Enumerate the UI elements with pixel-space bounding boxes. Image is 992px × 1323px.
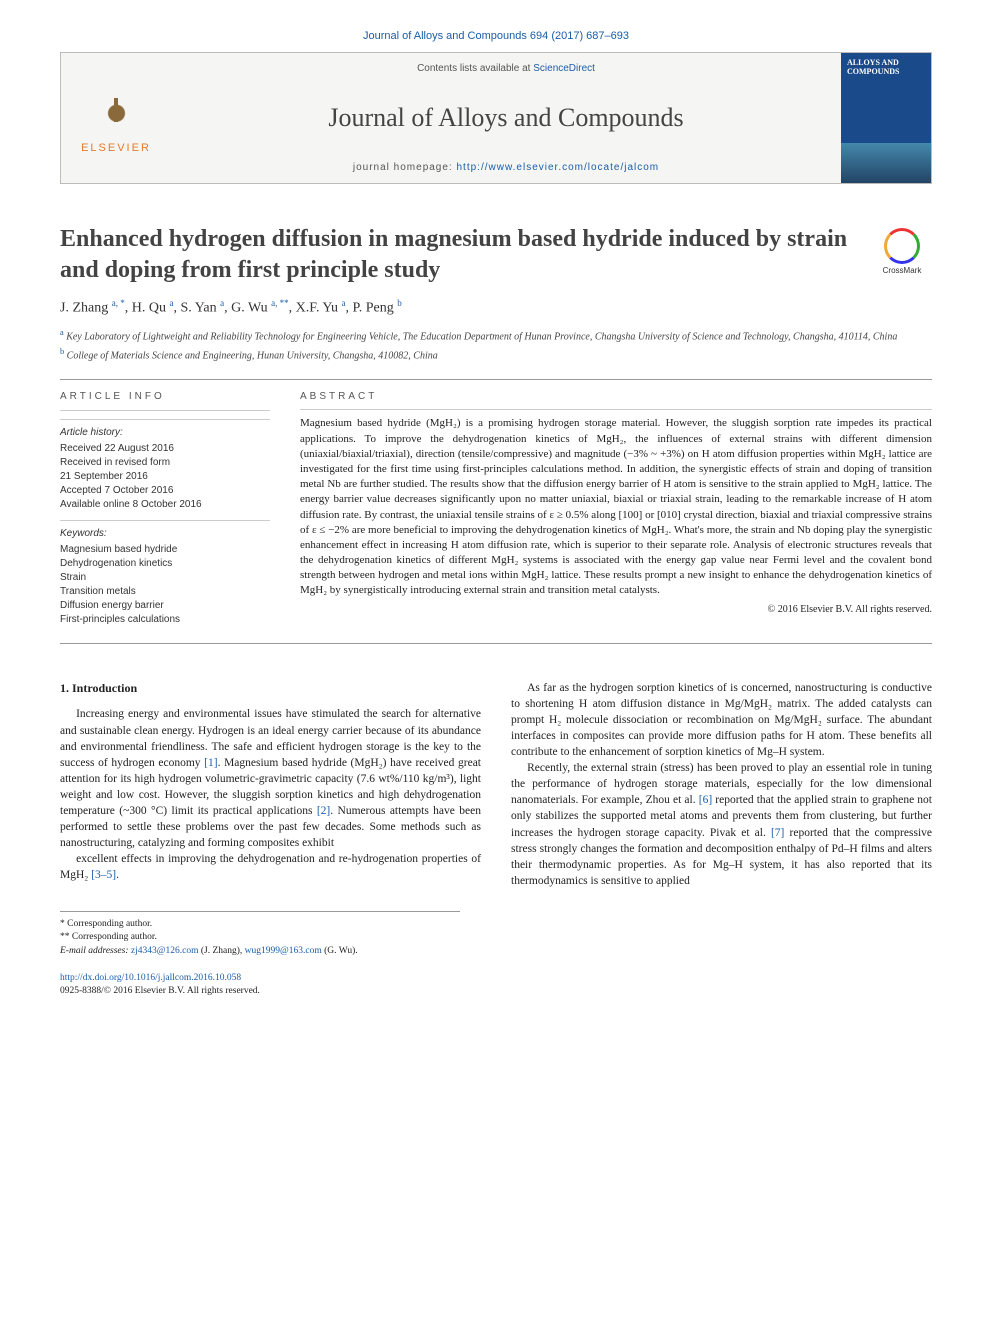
keyword-item: First-principles calculations bbox=[60, 613, 270, 627]
email-link-2[interactable]: wug1999@163.com bbox=[245, 946, 322, 956]
article-info-column: ARTICLE INFO Article history: Received 2… bbox=[60, 390, 270, 627]
citation-link[interactable]: [1] bbox=[204, 757, 217, 769]
issn-copyright: 0925-8388/© 2016 Elsevier B.V. All right… bbox=[60, 986, 260, 996]
keyword-item: Transition metals bbox=[60, 585, 270, 599]
history-item: Received 22 August 2016 bbox=[60, 442, 270, 456]
citation-link[interactable]: [6] bbox=[699, 794, 712, 806]
body-two-column: 1. Introduction Increasing energy and en… bbox=[60, 680, 932, 889]
intro-para-2: excellent effects in improving the dehyd… bbox=[60, 851, 481, 883]
email-line: E-mail addresses: zj4343@126.com (J. Zha… bbox=[60, 945, 460, 958]
journal-reference: Journal of Alloys and Compounds 694 (201… bbox=[60, 30, 932, 42]
article-header: CrossMark Enhanced hydrogen diffusion in… bbox=[60, 224, 932, 363]
affiliation: b College of Materials Science and Engin… bbox=[60, 346, 932, 363]
crossmark-badge[interactable]: CrossMark bbox=[872, 228, 932, 275]
keyword-item: Dehydrogenation kinetics bbox=[60, 557, 270, 571]
crossmark-label: CrossMark bbox=[883, 266, 922, 275]
keyword-item: Strain bbox=[60, 571, 270, 585]
history-item: 21 September 2016 bbox=[60, 470, 270, 484]
abstract-copyright: © 2016 Elsevier B.V. All rights reserved… bbox=[300, 603, 932, 617]
masthead-center: Contents lists available at ScienceDirec… bbox=[171, 53, 841, 183]
article-info-heading: ARTICLE INFO bbox=[60, 390, 270, 404]
email-label: E-mail addresses: bbox=[60, 946, 129, 956]
masthead: ELSEVIER Contents lists available at Sci… bbox=[60, 52, 932, 184]
doi-link[interactable]: http://dx.doi.org/10.1016/j.jallcom.2016… bbox=[60, 973, 241, 983]
article-title: Enhanced hydrogen diffusion in magnesium… bbox=[60, 224, 862, 286]
abstract-heading: ABSTRACT bbox=[300, 390, 932, 404]
section-heading-intro: 1. Introduction bbox=[60, 680, 481, 697]
publisher-name: ELSEVIER bbox=[81, 142, 151, 154]
history-item: Accepted 7 October 2016 bbox=[60, 484, 270, 498]
citation-link[interactable]: [2] bbox=[317, 805, 330, 817]
journal-cover-thumb: ALLOYS AND COMPOUNDS bbox=[841, 53, 931, 183]
affiliation: a Key Laboratory of Lightweight and Reli… bbox=[60, 327, 932, 344]
intro-para-3: As far as the hydrogen sorption kinetics… bbox=[511, 680, 932, 760]
crossmark-icon bbox=[884, 228, 920, 264]
divider bbox=[60, 379, 932, 380]
intro-para-1: Increasing energy and environmental issu… bbox=[60, 706, 481, 851]
contents-prefix: Contents lists available at bbox=[417, 63, 533, 74]
journal-title: Journal of Alloys and Compounds bbox=[171, 103, 841, 133]
publisher-logo-block: ELSEVIER bbox=[61, 53, 171, 183]
intro-para-4: Recently, the external strain (stress) h… bbox=[511, 760, 932, 889]
abstract-column: ABSTRACT Magnesium based hydride (MgH₂) … bbox=[300, 390, 932, 627]
elsevier-tree-icon bbox=[89, 83, 144, 138]
homepage-link[interactable]: http://www.elsevier.com/locate/jalcom bbox=[457, 162, 660, 173]
email-who-1: (J. Zhang), bbox=[198, 946, 244, 956]
keyword-item: Diffusion energy barrier bbox=[60, 599, 270, 613]
page: Journal of Alloys and Compounds 694 (201… bbox=[0, 0, 992, 1038]
doi-block: http://dx.doi.org/10.1016/j.jallcom.2016… bbox=[60, 972, 932, 999]
info-abstract-row: ARTICLE INFO Article history: Received 2… bbox=[60, 390, 932, 627]
email-who-2: (G. Wu). bbox=[322, 946, 358, 956]
contents-list-line: Contents lists available at ScienceDirec… bbox=[171, 63, 841, 74]
corresponding-2: ** Corresponding author. bbox=[60, 931, 460, 944]
homepage-line: journal homepage: http://www.elsevier.co… bbox=[171, 162, 841, 173]
sciencedirect-link[interactable]: ScienceDirect bbox=[533, 63, 595, 74]
history-item: Received in revised form bbox=[60, 456, 270, 470]
keyword-item: Magnesium based hydride bbox=[60, 543, 270, 557]
homepage-prefix: journal homepage: bbox=[353, 162, 457, 173]
footnotes: * Corresponding author. ** Corresponding… bbox=[60, 911, 460, 958]
history-label: Article history: bbox=[60, 419, 270, 440]
abstract-text: Magnesium based hydride (MgH₂) is a prom… bbox=[300, 416, 932, 598]
citation-link[interactable]: [7] bbox=[771, 827, 784, 839]
history-item: Available online 8 October 2016 bbox=[60, 498, 270, 512]
corresponding-1: * Corresponding author. bbox=[60, 918, 460, 931]
email-link-1[interactable]: zj4343@126.com bbox=[131, 946, 199, 956]
citation-link[interactable]: [3–5] bbox=[91, 869, 116, 881]
divider bbox=[60, 643, 932, 644]
cover-art bbox=[841, 143, 931, 183]
author-list: J. Zhang a, *, H. Qu a, S. Yan a, G. Wu … bbox=[60, 298, 932, 317]
keywords-label: Keywords: bbox=[60, 520, 270, 541]
cover-title: ALLOYS AND COMPOUNDS bbox=[847, 59, 925, 77]
